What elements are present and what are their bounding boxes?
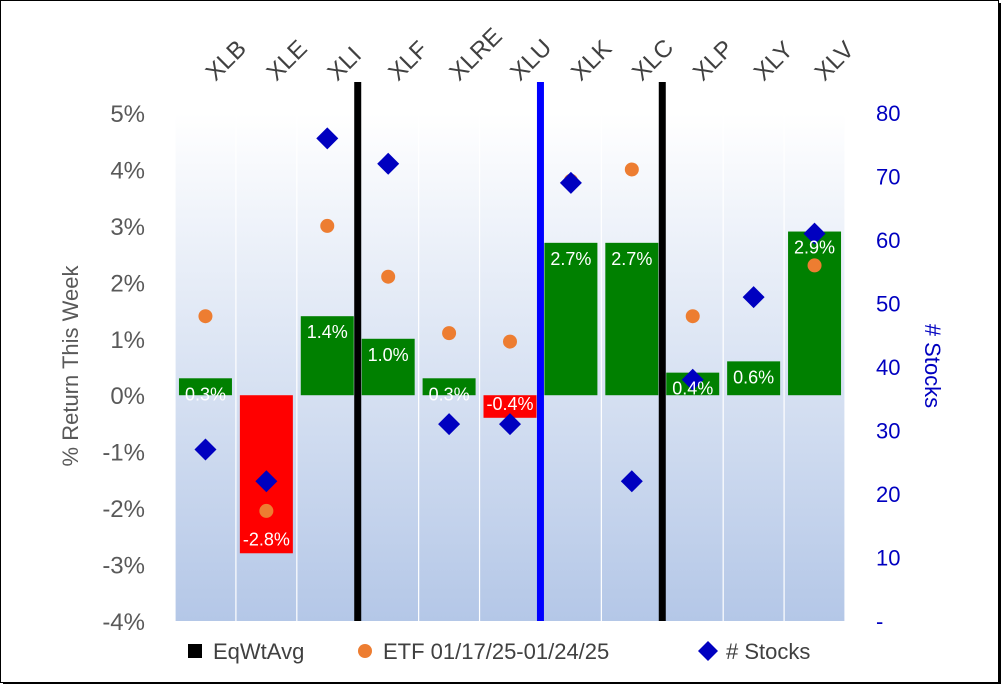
- stocks-point-xlu: [499, 413, 521, 436]
- group-dividers: [354, 82, 666, 621]
- bar-label: 0.3%: [185, 384, 226, 404]
- bar-label: 2.7%: [550, 249, 591, 269]
- chart-border-shadow-bottom: [3, 682, 1001, 684]
- legend-diamond-icon: [698, 641, 718, 661]
- bar-xli: [300, 316, 354, 396]
- bar-xlre: [422, 378, 476, 396]
- y-tick-label: -1%: [102, 440, 145, 467]
- y-tick-label: 5%: [110, 101, 145, 128]
- bar-xlc: [605, 242, 659, 396]
- stocks-point-xly: [742, 286, 765, 309]
- y-tick-label: 1%: [110, 327, 145, 354]
- bar-xlf: [361, 338, 415, 396]
- etf-point-xlu: [503, 334, 517, 349]
- y2-tick-label: 60: [876, 228, 900, 253]
- y2-tick-label: 50: [876, 292, 900, 317]
- y-tick-label: -2%: [102, 496, 145, 523]
- bar-data-labels: 0.3% -2.8% 1.4% 1.0% 0.3% -0.4% 2.7% 2.7% 0.4% 0.…: [185, 238, 835, 550]
- stocks-point-xlv: [803, 222, 826, 245]
- y-tick-label: 4%: [110, 157, 145, 184]
- y2-tick-label: 40: [876, 355, 900, 380]
- legend-label: # Stocks: [726, 639, 810, 664]
- stocks-point-xlp: [681, 368, 704, 391]
- y2-tick-label: -: [876, 609, 883, 634]
- stocks-point-xlf: [377, 152, 400, 175]
- y2-tick-label: 20: [876, 482, 900, 507]
- etf-point-xli: [320, 218, 335, 233]
- bar-label: 1.4%: [307, 322, 348, 342]
- bar-label: 0.6%: [733, 367, 774, 387]
- etf-point-xlc: [624, 162, 639, 177]
- etf-point-xlf: [381, 269, 396, 284]
- y-axis-left: 5% 4% 3% 2% 1% 0% -1% -2% -3% -4%: [102, 101, 145, 636]
- legend: EqWtAvg ETF 01/17/25-01/24/25 # Stocks: [188, 639, 810, 664]
- bar-label: -2.8%: [243, 529, 290, 549]
- legend-square-icon: [188, 644, 202, 658]
- bar-label: -0.4%: [486, 394, 533, 414]
- bar-label: 0.3%: [429, 384, 470, 404]
- stocks-point-xli: [316, 127, 339, 150]
- bar-label: 2.7%: [611, 249, 652, 269]
- y-axis-title: % Return This Week: [58, 265, 83, 467]
- y2-tick-label: 70: [876, 165, 900, 190]
- y-axis-right: 80 70 60 50 40 30 20 10 -: [876, 101, 900, 634]
- stocks-point-xlk: [559, 171, 582, 194]
- etf-point-xlre: [442, 326, 457, 341]
- y-tick-label: -4%: [102, 609, 145, 636]
- bar-xlk: [544, 242, 598, 396]
- y2-tick-label: 30: [876, 419, 900, 444]
- stocks-point-xlre: [438, 413, 461, 436]
- y2-tick-label: 80: [876, 101, 900, 126]
- bar-xly: [727, 361, 781, 396]
- points-stocks: [194, 127, 826, 493]
- legend-label: ETF 01/17/25-01/24/25: [383, 639, 609, 664]
- y-tick-label: 0%: [110, 383, 145, 410]
- etf-point-xlv: [807, 258, 822, 273]
- y-tick-label: 3%: [110, 214, 145, 241]
- bar-label: 1.0%: [368, 345, 409, 365]
- y2-tick-label: 10: [876, 546, 900, 571]
- y-tick-label: 2%: [110, 270, 145, 297]
- stocks-point-xlc: [620, 470, 643, 493]
- y2-axis-title: # Stocks: [920, 324, 945, 408]
- etf-point-xlp: [685, 309, 700, 324]
- bar-xlu: [483, 395, 537, 418]
- legend-label: EqWtAvg: [213, 639, 304, 664]
- y-tick-label: -3%: [102, 553, 145, 580]
- bar-label: 0.4%: [672, 379, 713, 399]
- chart-border-shadow-right: [999, 3, 1001, 684]
- stocks-point-xlb: [194, 438, 217, 461]
- stocks-point-xle: [255, 470, 278, 493]
- legend-circle-icon: [358, 644, 372, 658]
- etf-point-xlb: [198, 309, 213, 324]
- bar-xlb: [178, 378, 232, 396]
- bar-label: 2.9%: [794, 238, 835, 258]
- etf-point-xle: [259, 503, 274, 518]
